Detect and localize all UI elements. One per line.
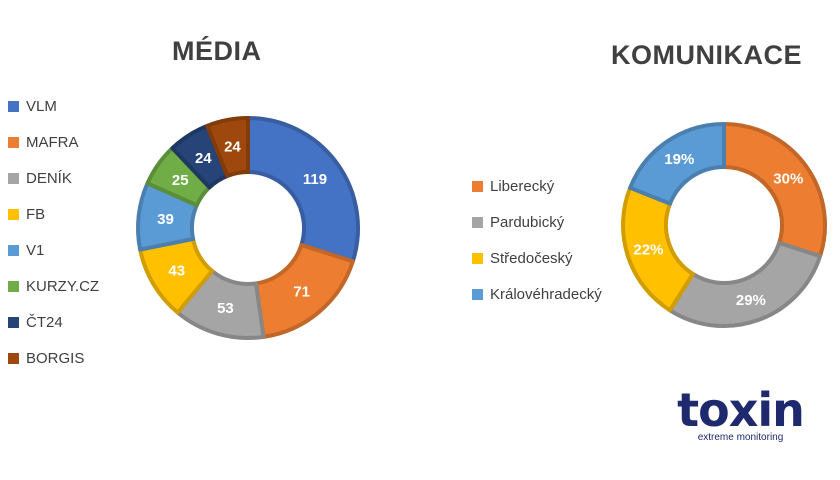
komunikace-legend-item: Středočeský (472, 240, 602, 276)
media-data-label-7: 24 (224, 139, 241, 156)
komunikace-chart-title: KOMUNIKACE (611, 40, 802, 70)
komunikace-legend-label: Středočeský (490, 249, 573, 267)
komunikace-data-label-0: 30% (773, 170, 803, 187)
media-legend-swatch (8, 136, 19, 148)
media-data-label-6: 24 (195, 150, 212, 167)
media-legend-swatch (8, 100, 19, 112)
media-legend-item: MAFRA (8, 124, 99, 160)
komunikace-slice-1 (667, 240, 823, 328)
logo-tagline: extreme monitoring (697, 432, 784, 443)
media-legend-swatch (8, 352, 19, 364)
komunikace-slice-0 (722, 122, 827, 259)
komunikace-legend-label: Liberecký (490, 177, 555, 195)
komunikace-legend-item: Liberecký (472, 168, 602, 204)
media-slice-7 (205, 116, 250, 178)
media-legend-label: DENÍK (26, 169, 72, 187)
komunikace-legend-item: Královéhradecký (472, 276, 602, 312)
media-legend: VLM MAFRA DENÍK FB V1 KURZY.CZ ČT24 BORGIS (8, 88, 99, 376)
logo-wordmark: toxin (677, 383, 805, 437)
toxin-logo: toxin extreme monitoring (673, 386, 808, 443)
komunikace-legend-swatch (472, 216, 483, 228)
media-data-label-1: 71 (293, 283, 310, 300)
komunikace-data-label-1: 29% (736, 292, 766, 309)
media-legend-label: ČT24 (26, 313, 63, 331)
media-legend-item: BORGIS (8, 340, 99, 376)
komunikace-slice-3 (628, 122, 726, 206)
media-legend-label: VLM (26, 97, 57, 115)
media-data-label-2: 53 (217, 300, 234, 317)
komunikace-legend-swatch (472, 288, 483, 300)
media-legend-swatch (8, 244, 19, 256)
komunikace-data-label-3: 19% (664, 151, 694, 168)
komunikace-legend-swatch (472, 180, 483, 192)
komunikace-legend-label: Královéhradecký (490, 285, 602, 303)
komunikace-legend-swatch (472, 252, 483, 264)
media-data-label-4: 39 (157, 211, 174, 228)
media-legend-label: V1 (26, 241, 45, 259)
media-legend-label: KURZY.CZ (26, 277, 100, 295)
media-legend-item: KURZY.CZ (8, 268, 99, 304)
media-data-label-3: 43 (168, 262, 185, 279)
komunikace-legend: Liberecký Pardubický Středočeský Královéhra… (472, 168, 602, 312)
komunikace-legend-label: Pardubický (490, 213, 565, 231)
media-legend-item: FB (8, 196, 99, 232)
media-legend-label: MAFRA (26, 133, 79, 151)
komunikace-legend-item: Pardubický (472, 204, 602, 240)
media-legend-swatch (8, 172, 19, 184)
media-data-label-5: 25 (172, 172, 189, 189)
komunikace-data-label-2: 22% (633, 242, 663, 259)
media-legend-label: FB (26, 205, 46, 223)
media-legend-label: BORGIS (26, 349, 85, 367)
media-legend-item: ČT24 (8, 304, 99, 340)
media-legend-swatch (8, 208, 19, 220)
komunikace-donut-chart: 30% 29% 22% 19% (621, 122, 827, 328)
media-chart-title: MÉDIA (172, 36, 262, 66)
media-data-label-0: 119 (303, 171, 327, 188)
media-legend-item: V1 (8, 232, 99, 268)
media-legend-swatch (8, 316, 19, 328)
media-slice-0 (246, 116, 360, 264)
media-legend-swatch (8, 280, 19, 292)
media-donut-chart: 119 71 53 43 39 25 24 24 (136, 116, 360, 340)
media-legend-item: DENÍK (8, 160, 99, 196)
media-legend-item: VLM (8, 88, 99, 124)
